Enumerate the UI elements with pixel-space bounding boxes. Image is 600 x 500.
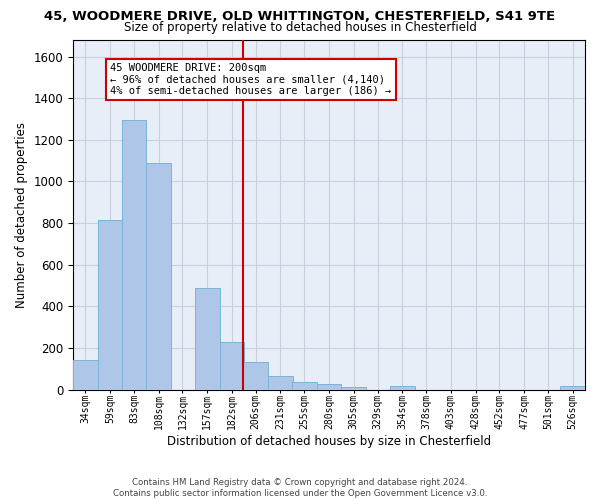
Bar (122, 120, 146, 390)
Bar (73, 360, 98, 390)
Bar (220, 342, 244, 390)
X-axis label: Distribution of detached houses by size in Chesterfield: Distribution of detached houses by size … (167, 434, 491, 448)
Y-axis label: Number of detached properties: Number of detached properties (15, 122, 28, 308)
Bar (317, 384, 341, 390)
Bar (98, 220, 122, 390)
Text: 45 WOODMERE DRIVE: 200sqm
← 96% of detached houses are smaller (4,140)
4% of sem: 45 WOODMERE DRIVE: 200sqm ← 96% of detac… (110, 63, 391, 96)
Bar (268, 376, 293, 390)
Bar (390, 386, 415, 390)
Text: Contains HM Land Registry data © Crown copyright and database right 2024.
Contai: Contains HM Land Registry data © Crown c… (113, 478, 487, 498)
Bar (244, 362, 268, 390)
Bar (341, 388, 366, 390)
Bar (146, 163, 171, 390)
Text: 45, WOODMERE DRIVE, OLD WHITTINGTON, CHESTERFIELD, S41 9TE: 45, WOODMERE DRIVE, OLD WHITTINGTON, CHE… (44, 10, 556, 23)
Bar (560, 386, 585, 390)
Bar (292, 382, 317, 390)
Text: Size of property relative to detached houses in Chesterfield: Size of property relative to detached ho… (124, 22, 476, 35)
Bar (195, 288, 220, 390)
